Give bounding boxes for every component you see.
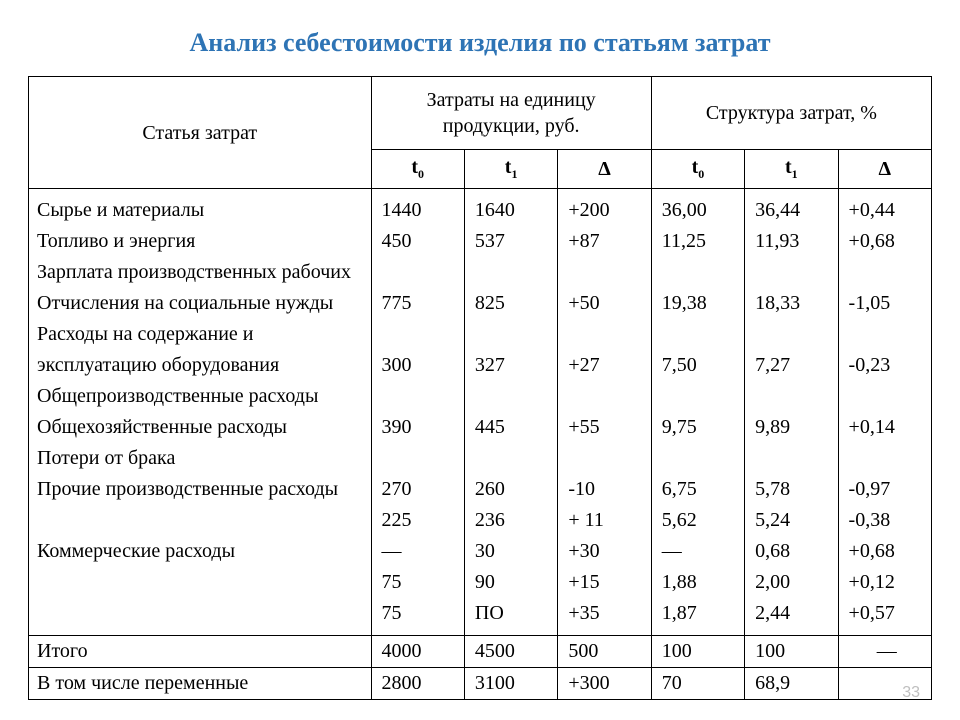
list-item: Расходы на содержание и эксплуатацию обо… xyxy=(37,319,363,381)
list-item: Сырье и материалы xyxy=(37,195,363,226)
list-item: Прочие производственные расходы xyxy=(37,474,363,505)
subheader-struct-t1: t1 xyxy=(745,150,838,189)
cost-t0-col: 1440450 775 300 390 270225—7575 xyxy=(371,189,464,636)
footer-val: 68,9 xyxy=(745,668,838,700)
footer-total-row: Итого 4000 4500 500 100 100 — xyxy=(29,636,932,668)
footer-total-label: Итого xyxy=(29,636,372,668)
struct-t0-col: 36,0011,25 19,38 7,50 9,75 6,755,62—1,88… xyxy=(651,189,744,636)
footer-val: 100 xyxy=(651,636,744,668)
list-item: Общепроизводственные расходы xyxy=(37,381,363,412)
footer-val: +300 xyxy=(558,668,651,700)
list-item: Отчисления на социальные нужды xyxy=(37,288,363,319)
col-header-struct: Структура затрат, % xyxy=(651,77,931,150)
subheader-cost-t0: t0 xyxy=(371,150,464,189)
item-labels-cell: Сырье и материалы Топливо и энергия Зарп… xyxy=(29,189,372,636)
cost-analysis-table: Статья затрат Затраты на единицу продукц… xyxy=(28,76,932,700)
footer-val: 4500 xyxy=(464,636,557,668)
footer-variable-label: В том числе переменные xyxy=(29,668,372,700)
footer-val: 500 xyxy=(558,636,651,668)
footer-val: 2800 xyxy=(371,668,464,700)
footer-val: 3100 xyxy=(464,668,557,700)
col-header-cost: Затраты на единицу продукции, руб. xyxy=(371,77,651,150)
footer-val: — xyxy=(838,636,931,668)
list-item: Потери от брака xyxy=(37,443,363,474)
footer-val: 100 xyxy=(745,636,838,668)
page-title: Анализ себестоимости изделия по статьям … xyxy=(28,28,932,58)
list-item: Зарплата производственных рабочих xyxy=(37,257,363,288)
footer-val: 70 xyxy=(651,668,744,700)
page-number: 33 xyxy=(902,684,920,702)
cost-delta-col: +200+87 +50 +27 +55 -10+ 11+30+15+35 xyxy=(558,189,651,636)
subheader-struct-delta: Δ xyxy=(838,150,931,189)
footer-variable-row: В том числе переменные 2800 3100 +300 70… xyxy=(29,668,932,700)
struct-delta-col: +0,44+0,68 -1,05 -0,23 +0,14 -0,97-0,38+… xyxy=(838,189,931,636)
subheader-cost-t1: t1 xyxy=(464,150,557,189)
table-body-row: Сырье и материалы Топливо и энергия Зарп… xyxy=(29,189,932,636)
list-item: Общехозяйственные расходы xyxy=(37,412,363,443)
list-item: Топливо и энергия xyxy=(37,226,363,257)
subheader-cost-delta: Δ xyxy=(558,150,651,189)
col-header-item: Статья затрат xyxy=(29,77,372,189)
footer-val: 4000 xyxy=(371,636,464,668)
list-item xyxy=(37,505,363,536)
subheader-struct-t0: t0 xyxy=(651,150,744,189)
list-item: Коммерческие расходы xyxy=(37,536,363,567)
struct-t1-col: 36,4411,93 18,33 7,27 9,89 5,785,240,682… xyxy=(745,189,838,636)
cost-t1-col: 1640537 825 327 445 2602363090ПО xyxy=(464,189,557,636)
